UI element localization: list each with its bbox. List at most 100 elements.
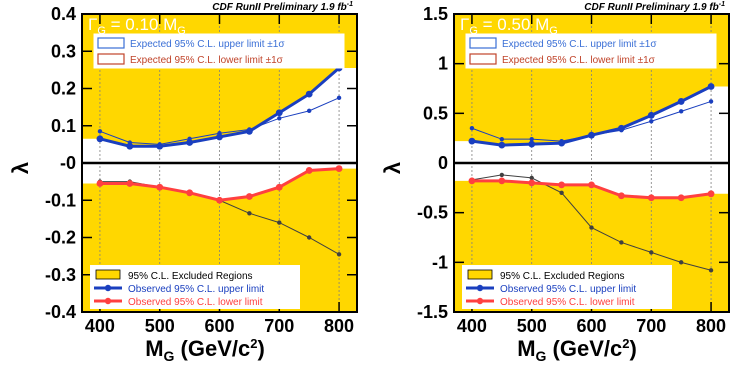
- legend-marker: [476, 297, 484, 305]
- y-tick-label: 0: [438, 153, 448, 173]
- observed-lower-point: [216, 196, 223, 204]
- y-tick-label: 0.5: [423, 103, 448, 123]
- observed-lower-point: [468, 177, 476, 185]
- legend-marker: [469, 37, 497, 49]
- x-tick-label: 600: [204, 316, 234, 336]
- width-label: ΓG = 0.50 MG: [460, 15, 558, 37]
- expected-upper-point: [678, 109, 684, 114]
- legend-entry: Expected 95% C.L. lower limit ±1σ: [502, 55, 656, 66]
- x-tick-label: 400: [457, 316, 487, 336]
- legend-entry: Observed 95% C.L. lower limit: [128, 297, 263, 308]
- observed-upper-point: [647, 111, 655, 119]
- y-axis-title: λ: [380, 162, 405, 174]
- x-tick-label: 700: [636, 316, 666, 336]
- observed-upper-point: [528, 140, 536, 148]
- y-tick-label: -0.5: [417, 203, 448, 223]
- y-tick-label: -0.4: [45, 302, 76, 322]
- observed-upper-point: [126, 142, 134, 150]
- expected-upper-point: [499, 136, 505, 142]
- chart-panel-left: 400 500 600 700 800 -0.4 -0.3 -0.2 -0.1 -0 0.1 0.2 0…: [8, 1, 358, 364]
- observed-upper-point: [617, 124, 625, 132]
- observed-upper-point: [677, 98, 685, 105]
- observed-upper-point: [305, 90, 313, 98]
- observed-lower-point: [588, 181, 595, 189]
- observed-lower-point: [677, 194, 685, 202]
- y-tick-label: 0.4: [51, 4, 76, 24]
- observed-lower-point: [335, 165, 343, 172]
- y-tick-label: 0.2: [51, 79, 76, 99]
- x-tick-label: 800: [696, 316, 726, 336]
- expected-upper-point: [306, 108, 312, 114]
- legend-marker: [467, 269, 493, 280]
- expected-lower-point: [499, 172, 505, 178]
- observed-upper-point: [275, 109, 283, 117]
- y-tick-label: 1.5: [423, 4, 448, 24]
- legend-top-box: [93, 33, 345, 69]
- observed-lower-point: [245, 193, 253, 200]
- expected-lower-point: [589, 225, 594, 230]
- observed-lower-point: [186, 189, 194, 197]
- y-tick-label: -0: [60, 153, 76, 173]
- observed-lower-point: [275, 183, 283, 191]
- chart-header: CDF RunII Preliminary 1.9 fb-1: [584, 1, 725, 13]
- legend-marker: [104, 297, 112, 305]
- width-label: ΓG = 0.10 MG: [88, 15, 186, 37]
- observed-lower-point: [558, 181, 566, 189]
- x-axis-title: MG (GeV/c2): [145, 336, 265, 364]
- x-tick-label: 500: [145, 316, 175, 336]
- expected-lower-point: [247, 211, 252, 216]
- observed-lower-point: [528, 179, 536, 187]
- expected-lower-point: [649, 250, 654, 255]
- legend-marker: [104, 284, 112, 292]
- observed-lower-point: [96, 180, 104, 187]
- expected-lower-point: [529, 175, 534, 181]
- legend-entry: Observed 95% C.L. upper limit: [500, 284, 636, 295]
- observed-upper-point: [468, 137, 476, 145]
- legend-entry: Expected 95% C.L. upper limit ±1σ: [502, 39, 657, 50]
- legend-marker: [95, 269, 121, 280]
- expected-lower-point: [336, 252, 342, 257]
- expected-upper-point: [336, 95, 342, 101]
- x-tick-label: 500: [517, 316, 547, 336]
- observed-lower-point: [707, 190, 715, 198]
- x-tick-label: 600: [576, 316, 606, 336]
- y-tick-label: -1: [432, 252, 448, 272]
- x-tick-label: 400: [85, 316, 115, 336]
- legend-top-box: [465, 33, 717, 69]
- legend-marker: [469, 53, 497, 65]
- y-tick-label: -0.2: [45, 228, 76, 248]
- y-axis-title: λ: [8, 162, 33, 174]
- legend-entry: Expected 95% C.L. upper limit ±1σ: [130, 39, 285, 50]
- expected-upper-point: [529, 136, 534, 142]
- y-tick-label: 0.3: [51, 41, 76, 61]
- observed-upper-point: [96, 135, 104, 143]
- legend-marker: [97, 37, 125, 49]
- observed-lower-point: [126, 180, 134, 187]
- legend-entry: Observed 95% C.L. upper limit: [128, 284, 264, 295]
- expected-lower-point: [306, 235, 312, 240]
- observed-lower-point: [617, 192, 625, 200]
- observed-lower-point: [305, 167, 313, 174]
- observed-upper-point: [245, 127, 253, 135]
- legend-marker: [476, 284, 484, 292]
- y-tick-label: 1: [438, 54, 448, 74]
- expected-lower-point: [619, 240, 624, 245]
- expected-lower-point: [708, 268, 714, 273]
- legend-bottom-box: [462, 265, 672, 309]
- observed-upper-point: [707, 83, 715, 90]
- observed-upper-point: [216, 133, 223, 141]
- x-tick-label: 700: [264, 316, 294, 336]
- observed-upper-point: [498, 141, 506, 149]
- y-tick-label: -0.1: [45, 190, 76, 210]
- legend-entry: Observed 95% C.L. lower limit: [500, 297, 635, 308]
- chart-header: CDF RunII Preliminary 1.9 fb-1: [212, 1, 353, 13]
- legend-entry: 95% C.L. Excluded Regions: [128, 271, 253, 282]
- observed-lower-point: [647, 194, 655, 202]
- observed-upper-point: [558, 139, 566, 147]
- observed-lower-point: [156, 183, 164, 191]
- expected-lower-point: [678, 260, 684, 265]
- chart-panel-right: 400 500 600 700 800 -1.5 -1 -0.5 0 0.5 1 1.5 MG (GeV…: [380, 1, 730, 364]
- expected-lower-point: [277, 220, 282, 225]
- expected-upper-point: [708, 99, 714, 104]
- legend-bottom-box: [90, 265, 300, 309]
